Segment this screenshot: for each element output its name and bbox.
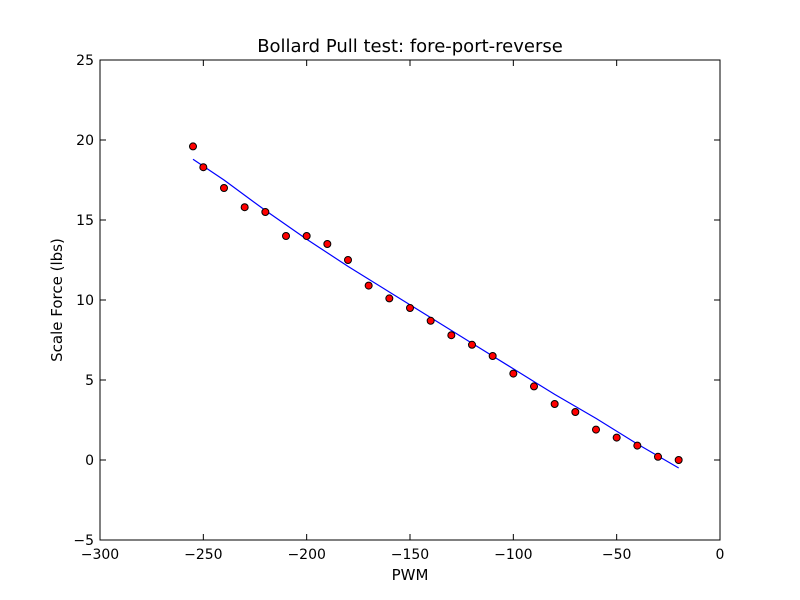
x-axis-label: PWM <box>392 566 429 584</box>
x-tick-label: −200 <box>287 547 325 563</box>
y-tick-label: 5 <box>85 373 94 389</box>
data-point <box>426 316 435 325</box>
y-tick-label: −5 <box>73 533 94 549</box>
x-tick-label: 0 <box>716 547 725 563</box>
data-point <box>654 452 662 461</box>
y-tick-label: 25 <box>76 53 94 69</box>
data-point <box>344 256 352 264</box>
data-point <box>488 352 497 360</box>
data-point <box>509 369 518 378</box>
data-point <box>592 425 600 434</box>
data-point <box>468 340 476 349</box>
x-tick-label: −100 <box>494 547 532 563</box>
data-point <box>406 304 414 312</box>
data-point <box>674 456 683 464</box>
x-tick-label: −150 <box>391 547 429 563</box>
axes-frame <box>99 59 721 541</box>
data-point <box>282 232 290 240</box>
data-point <box>240 203 249 212</box>
x-tick-label: −250 <box>184 547 222 563</box>
x-tick-label: −300 <box>81 547 119 563</box>
scatter-layer <box>189 142 683 464</box>
y-tick-label: 20 <box>76 133 94 149</box>
chart-title: Bollard Pull test: fore-port-reverse <box>257 36 563 57</box>
data-point <box>261 208 270 216</box>
data-point <box>220 184 228 192</box>
data-point <box>199 163 208 172</box>
x-tick-label: −50 <box>602 547 632 563</box>
data-point <box>612 433 621 442</box>
y-tick-label: 10 <box>76 293 94 309</box>
y-tick-label: 0 <box>85 453 94 469</box>
data-point <box>323 240 332 248</box>
data-point <box>530 382 538 391</box>
data-point <box>571 408 580 416</box>
data-point <box>385 294 394 303</box>
data-point <box>302 232 311 240</box>
data-point <box>633 441 642 450</box>
data-point <box>447 331 456 340</box>
data-point <box>364 281 373 290</box>
y-axis-label: Scale Force (lbs) <box>48 238 66 362</box>
data-point <box>550 400 559 408</box>
y-tick-label: 15 <box>76 213 94 229</box>
data-point <box>189 142 197 151</box>
